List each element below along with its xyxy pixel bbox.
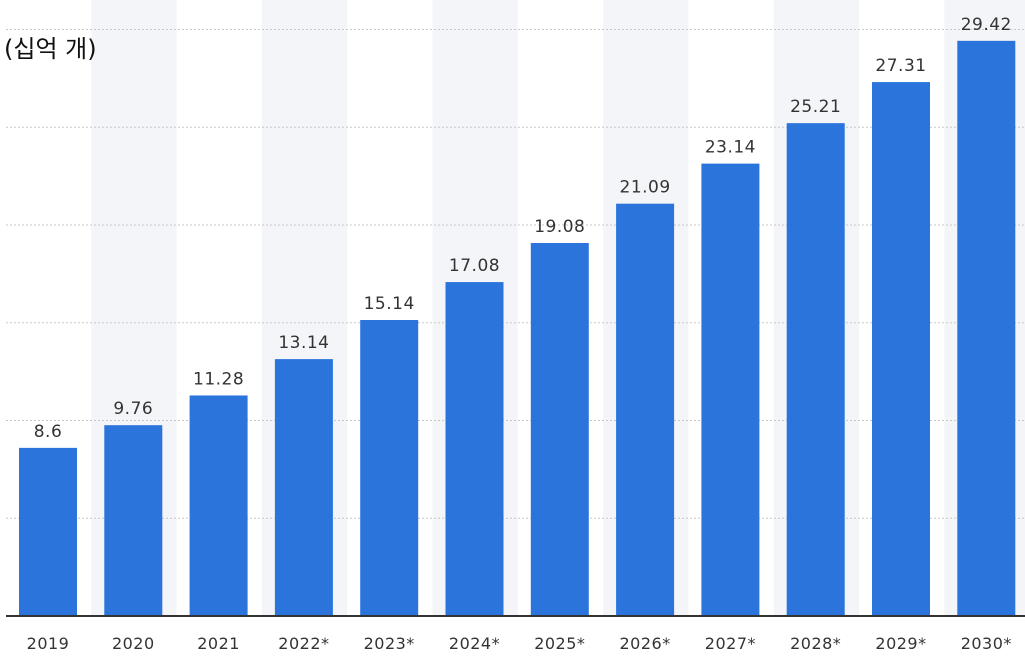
value-label: 23.14 [705,138,756,158]
x-tick-label: 2019 [27,634,70,653]
x-tick-labels: 2019 2020 2021 2022* 2023* 2024* 2025* 2026* 202… [27,634,1012,653]
bar-2021[interactable] [189,395,248,616]
x-tick-label: 2030* [961,634,1012,653]
x-tick-label: 2027* [705,634,756,653]
x-tick-label: 2020 [112,634,155,653]
gridlines [6,29,1025,519]
value-label: 21.09 [620,178,671,198]
bar-2022[interactable] [274,359,333,616]
x-tick-label: 2029* [875,634,926,653]
value-label: 15.14 [364,294,415,314]
value-label: 9.76 [113,399,153,419]
x-tick-label: 2022* [278,634,329,653]
bar-2025[interactable] [530,242,589,616]
bar-2028[interactable] [786,123,845,616]
x-tick-label: 2021 [197,634,240,653]
bar-2024[interactable] [445,282,504,616]
value-label: 13.14 [278,333,329,353]
value-label: 19.08 [534,217,585,237]
value-label: 25.21 [790,97,841,117]
bar-2026[interactable] [616,203,675,617]
value-label: 17.08 [449,256,500,276]
x-tick-label: 2026* [619,634,670,653]
value-label: 11.28 [193,369,244,389]
value-labels: 8.6 9.76 11.28 13.14 15.14 17.08 19.08 21.09 23.… [34,15,1012,442]
bars [19,40,1016,617]
x-tick-label: 2025* [534,634,585,653]
value-label: 8.6 [34,422,63,442]
bar-2023[interactable] [360,320,419,616]
bar-2019[interactable] [19,447,77,616]
value-label: 27.31 [875,56,926,76]
bar-2030[interactable] [957,40,1016,617]
bar-2027[interactable] [701,163,760,616]
unit-label: (십억 개) [4,35,97,63]
value-label: 29.42 [961,15,1012,35]
x-tick-label: 2023* [364,634,415,653]
x-tick-label: 2028* [790,634,841,653]
x-tick-label: 2024* [449,634,500,653]
bar-2029[interactable] [872,82,930,617]
bar-2020[interactable] [104,425,163,616]
